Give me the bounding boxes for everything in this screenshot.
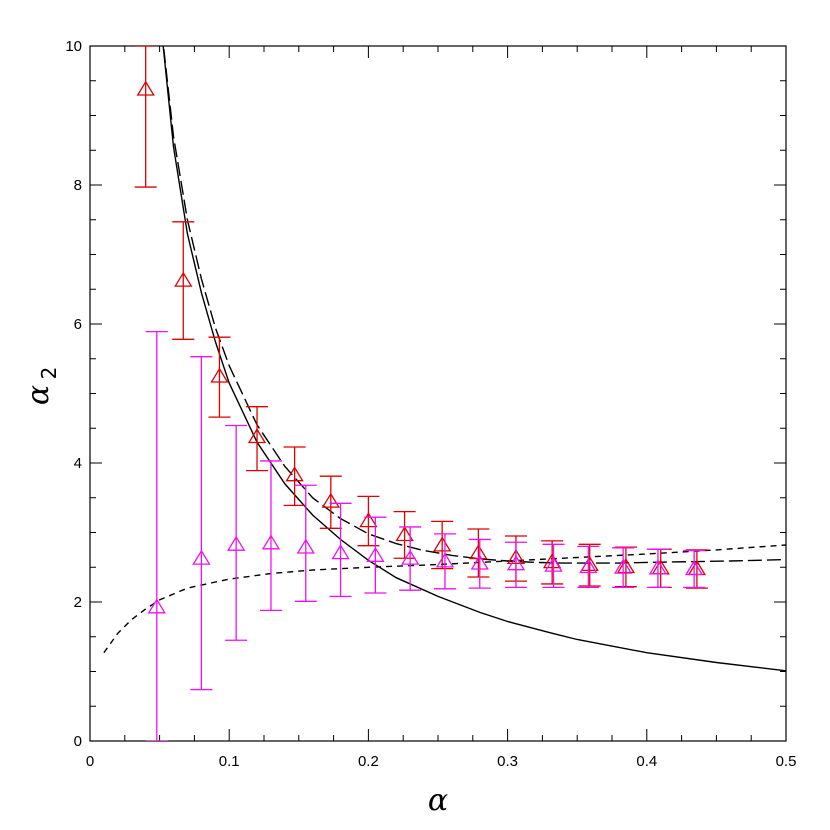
plot-frame bbox=[89, 45, 787, 742]
data-point-triangle bbox=[470, 554, 489, 570]
data-point-triangle bbox=[261, 534, 281, 550]
y-tick-label: 10 bbox=[65, 38, 82, 55]
curve-solid bbox=[162, 46, 786, 672]
data-point-triangle bbox=[331, 544, 350, 560]
y-tick-label: 0 bbox=[74, 733, 82, 750]
curve-short-dash bbox=[103, 544, 786, 654]
data-point-triangle bbox=[401, 549, 420, 565]
data-point-triangle bbox=[544, 556, 563, 572]
x-tick-label: 0.3 bbox=[497, 753, 518, 770]
x-tick-label: 0.5 bbox=[776, 753, 797, 770]
data-point-triangle bbox=[192, 549, 211, 565]
x-tick-label: 0.2 bbox=[358, 753, 379, 770]
y-tick-label: 8 bbox=[74, 177, 82, 194]
data-point-triangle bbox=[227, 535, 246, 551]
y-tick-label: 4 bbox=[74, 455, 82, 472]
data-point-triangle bbox=[174, 271, 193, 287]
data-point-triangle bbox=[435, 552, 455, 568]
series-0 bbox=[134, 46, 708, 589]
axis-ticks bbox=[89, 45, 787, 742]
curve-long-dash bbox=[162, 46, 786, 564]
data-point-triangle bbox=[506, 555, 526, 571]
tick-labels: 0 0.1 0.2 0.3 0.4 0.5 0 2 4 6 8 10 bbox=[65, 38, 796, 770]
data-point-triangle bbox=[296, 538, 315, 554]
data-point-triangle bbox=[147, 598, 166, 614]
x-tick-label: 0.1 bbox=[219, 753, 240, 770]
y-tick-label: 6 bbox=[74, 316, 82, 333]
data-point-triangle bbox=[613, 558, 633, 574]
x-tick-label: 0.4 bbox=[636, 753, 657, 770]
data-series bbox=[134, 46, 708, 741]
data-point-triangle bbox=[366, 546, 385, 562]
data-point-triangle bbox=[395, 526, 414, 542]
data-point-triangle bbox=[136, 80, 155, 96]
data-point-triangle bbox=[433, 536, 452, 552]
data-point-triangle bbox=[684, 560, 704, 576]
data-point-triangle bbox=[285, 466, 304, 482]
data-point-triangle bbox=[579, 558, 598, 574]
y-tick-label: 2 bbox=[74, 594, 82, 611]
data-point-triangle bbox=[210, 367, 229, 383]
y-axis-title-subscript: 2 bbox=[37, 367, 61, 380]
y-axis-title: α bbox=[21, 385, 56, 405]
series-1 bbox=[145, 330, 706, 741]
data-point-triangle bbox=[648, 559, 668, 575]
x-axis-title: α bbox=[428, 783, 448, 818]
data-point-triangle bbox=[247, 428, 267, 444]
data-point-triangle bbox=[359, 512, 378, 528]
x-tick-label: 0 bbox=[86, 753, 94, 770]
y-axis-title-group: α 2 bbox=[21, 367, 61, 406]
data-point-triangle bbox=[321, 492, 340, 508]
